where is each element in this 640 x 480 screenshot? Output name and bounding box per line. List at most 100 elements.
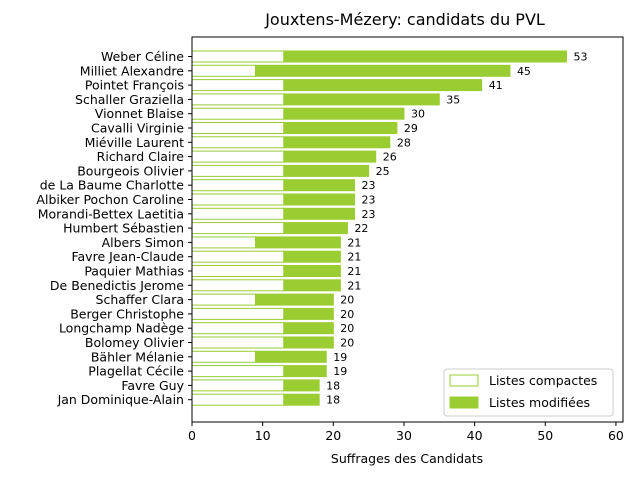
data-label: 21 bbox=[347, 279, 361, 292]
data-label: 18 bbox=[326, 379, 340, 392]
category-label: Miéville Laurent bbox=[85, 135, 184, 150]
category-label: Paquier Mathias bbox=[84, 264, 184, 279]
data-label: 22 bbox=[354, 222, 368, 235]
bar-modifiees bbox=[283, 279, 341, 292]
category-label: de La Baume Charlotte bbox=[40, 178, 185, 193]
data-label: 53 bbox=[573, 51, 587, 64]
bar-compactes bbox=[191, 222, 285, 235]
category-label: Albers Simon bbox=[102, 235, 184, 250]
bar-compactes bbox=[191, 293, 257, 306]
data-label: 29 bbox=[404, 122, 418, 135]
category-label: Bolomey Olivier bbox=[85, 335, 185, 350]
bar-compactes bbox=[191, 64, 257, 77]
data-label: 41 bbox=[489, 79, 503, 92]
x-axis-ticks: 0 10 20 30 40 50 60 bbox=[188, 422, 624, 443]
bar-modifiees bbox=[283, 122, 398, 134]
bar-modifiees bbox=[283, 93, 440, 106]
bar-modifiees bbox=[283, 365, 327, 378]
bar-compactes bbox=[191, 193, 285, 206]
legend: Listes compactes Listes modifiées bbox=[443, 368, 614, 417]
data-label: 19 bbox=[333, 365, 347, 378]
category-label: Favre Guy bbox=[121, 378, 184, 393]
legend-frame bbox=[443, 368, 614, 417]
category-label: Weber Céline bbox=[101, 49, 184, 64]
bar-modifiees bbox=[283, 322, 334, 335]
value-labels: 5345413530292826252323232221212121202020… bbox=[326, 51, 587, 407]
bar-compactes bbox=[191, 79, 285, 92]
data-label: 23 bbox=[362, 194, 376, 207]
x-tick-label: 20 bbox=[325, 428, 341, 443]
bar-compactes bbox=[191, 136, 285, 149]
category-label: Favre Jean-Claude bbox=[71, 249, 184, 264]
chart-title: Jouxtens-Mézery: candidats du PVL bbox=[264, 10, 545, 29]
bar-compactes bbox=[191, 93, 285, 106]
bar-compactes bbox=[191, 336, 285, 349]
legend-label-modifiees: Listes modifiées bbox=[489, 395, 590, 410]
category-label: Bourgeois Olivier bbox=[77, 163, 185, 178]
data-label: 35 bbox=[446, 93, 460, 106]
bar-compactes bbox=[191, 265, 285, 277]
bar-modifiees bbox=[283, 207, 356, 220]
bar-compactes bbox=[191, 50, 285, 63]
data-label: 25 bbox=[376, 165, 390, 178]
data-label: 20 bbox=[340, 322, 354, 335]
bar-modifiees bbox=[283, 307, 334, 320]
data-label: 18 bbox=[326, 394, 340, 407]
bar-modifiees bbox=[283, 265, 341, 277]
category-label: Vionnet Blaise bbox=[95, 106, 185, 121]
data-label: 21 bbox=[347, 251, 361, 264]
bar-modifiees bbox=[255, 350, 327, 363]
category-label: De Benedictis Jerome bbox=[50, 278, 184, 293]
data-label: 23 bbox=[362, 179, 376, 192]
x-tick-label: 60 bbox=[608, 428, 624, 443]
legend-swatch-modifiees bbox=[449, 396, 479, 409]
data-label: 30 bbox=[411, 108, 425, 121]
bar-compactes bbox=[191, 350, 257, 363]
bars-group bbox=[191, 50, 567, 406]
bar-compactes bbox=[191, 107, 285, 120]
x-tick-label: 50 bbox=[537, 428, 553, 443]
category-label: Humbert Sébastien bbox=[63, 221, 184, 236]
x-tick-label: 40 bbox=[467, 428, 483, 443]
x-tick-label: 0 bbox=[188, 428, 196, 443]
bar-modifiees bbox=[283, 393, 320, 406]
bar-modifiees bbox=[283, 79, 483, 92]
x-tick-label: 30 bbox=[396, 428, 412, 443]
x-axis-label: Suffrages des Candidats bbox=[331, 451, 483, 466]
category-label: Schaller Graziella bbox=[75, 92, 184, 107]
legend-swatch-compactes bbox=[449, 374, 479, 387]
category-label: Richard Claire bbox=[97, 149, 185, 164]
category-label: Longchamp Nadège bbox=[59, 321, 184, 336]
data-label: 23 bbox=[362, 208, 376, 221]
bar-modifiees bbox=[255, 236, 341, 249]
bar-modifiees bbox=[283, 50, 567, 63]
bar-modifiees bbox=[283, 164, 370, 177]
bar-modifiees bbox=[283, 222, 348, 235]
data-label: 28 bbox=[397, 136, 411, 149]
bar-compactes bbox=[191, 393, 285, 406]
data-label: 19 bbox=[333, 351, 347, 364]
bar-modifiees bbox=[283, 379, 320, 392]
category-label: Berger Christophe bbox=[70, 306, 184, 321]
x-tick-label: 10 bbox=[255, 428, 271, 443]
bar-modifiees bbox=[283, 107, 405, 120]
bar-compactes bbox=[191, 250, 285, 263]
data-label: 20 bbox=[340, 308, 354, 321]
bar-compactes bbox=[191, 307, 285, 320]
data-label: 20 bbox=[340, 337, 354, 350]
bar-modifiees bbox=[283, 336, 334, 349]
category-label: Pointet François bbox=[85, 78, 184, 93]
category-label: Milliet Alexandre bbox=[80, 63, 185, 78]
data-label: 26 bbox=[383, 151, 397, 164]
bar-compactes bbox=[191, 207, 285, 220]
bar-modifiees bbox=[283, 250, 341, 263]
bar-modifiees bbox=[255, 293, 334, 306]
bar-compactes bbox=[191, 322, 285, 335]
bar-compactes bbox=[191, 365, 285, 378]
category-label: Albiker Pochon Caroline bbox=[36, 192, 184, 207]
bar-modifiees bbox=[283, 136, 391, 149]
bar-compactes bbox=[191, 379, 285, 392]
data-label: 20 bbox=[340, 294, 354, 307]
data-label: 21 bbox=[347, 265, 361, 278]
bar-compactes bbox=[191, 236, 257, 249]
